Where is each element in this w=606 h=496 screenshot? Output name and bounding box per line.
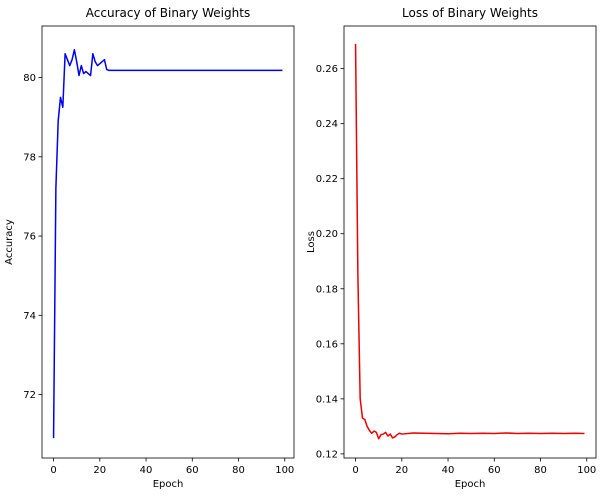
- accuracy-chart-x-tick-label: 40: [140, 465, 153, 476]
- loss-chart-y-tick-label: 0.22: [316, 174, 338, 185]
- loss-chart-x-tick-label: 100: [577, 465, 596, 476]
- loss-chart-x-tick-label: 0: [352, 465, 358, 476]
- accuracy-chart-y-tick-label: 74: [23, 311, 36, 322]
- accuracy-chart-x-tick-label: 100: [275, 465, 294, 476]
- accuracy-chart-lines: [52, 49, 283, 439]
- loss-chart-x-tick-label: 40: [442, 465, 455, 476]
- loss-chart-y-tick-label: 0.26: [316, 64, 338, 75]
- accuracy-chart-x-tick-label: 0: [50, 465, 56, 476]
- accuracy-chart: Accuracy of Binary Weights Epoch Accurac…: [4, 6, 295, 490]
- accuracy-chart-x-axis-label: Epoch: [153, 479, 184, 490]
- accuracy-chart-x-tick-label: 80: [232, 465, 245, 476]
- loss-chart-x-tick-label: 20: [395, 465, 408, 476]
- loss-chart: Loss of Binary Weights Epoch Loss 0 20 40 6…: [306, 6, 597, 490]
- loss-chart-title: Loss of Binary Weights: [402, 6, 538, 20]
- loss-chart-y-tick-label: 0.20: [316, 229, 338, 240]
- loss-chart-y-tick-label: 0.16: [316, 339, 338, 350]
- loss-chart-y-tick-label: 0.18: [316, 284, 338, 295]
- accuracy-chart-y-tick-label: 76: [23, 232, 36, 243]
- accuracy-chart-x-tick-label: 60: [186, 465, 199, 476]
- accuracy-chart-ticks: 0 20 40 60 80 100 72 74 76 78 80: [23, 73, 294, 476]
- accuracy-chart-x-tick-label: 20: [93, 465, 106, 476]
- loss-chart-frame: [343, 25, 597, 459]
- accuracy-chart-y-tick-label: 78: [23, 152, 36, 163]
- accuracy-chart-title: Accuracy of Binary Weights: [86, 6, 250, 20]
- loss-chart-y-axis-label: Loss: [306, 231, 317, 253]
- accuracy-chart-y-tick-label: 80: [23, 73, 36, 84]
- loss-chart-x-tick-label: 60: [488, 465, 501, 476]
- loss-chart-ticks: 0 20 40 60 80 100 0.12 0.14 0.16 0.18 0.20 0.22 0.24…: [316, 64, 597, 476]
- accuracy-chart-y-tick-label: 72: [23, 390, 36, 401]
- accuracy-chart-series-line: [52, 49, 283, 439]
- loss-chart-series-line: [354, 43, 585, 440]
- accuracy-chart-frame: [41, 25, 295, 459]
- loss-chart-x-axis-label: Epoch: [455, 479, 486, 490]
- loss-chart-y-tick-label: 0.12: [316, 449, 338, 460]
- loss-chart-y-tick-label: 0.14: [316, 394, 338, 405]
- loss-chart-x-tick-label: 80: [534, 465, 547, 476]
- loss-chart-y-tick-label: 0.24: [316, 119, 338, 130]
- loss-chart-lines: [354, 43, 585, 440]
- accuracy-chart-y-axis-label: Accuracy: [4, 219, 15, 265]
